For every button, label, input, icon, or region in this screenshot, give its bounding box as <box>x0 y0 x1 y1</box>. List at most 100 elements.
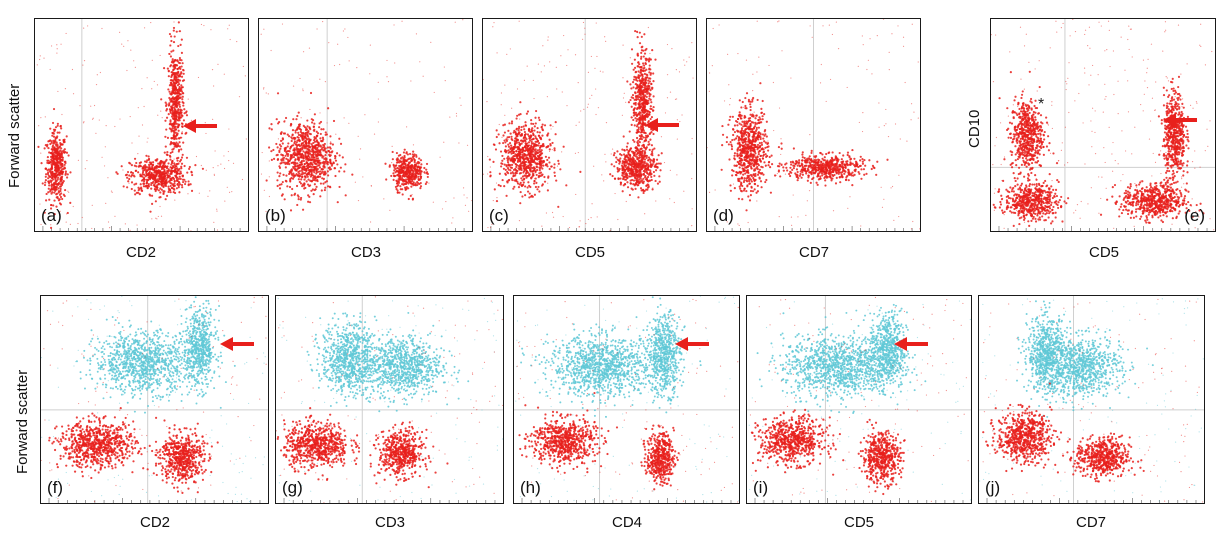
scatter-point <box>629 182 632 185</box>
scatter-point <box>278 183 281 186</box>
scatter-point <box>171 148 174 151</box>
scatter-point <box>638 121 641 124</box>
scatter-point <box>530 142 534 145</box>
scatter-point <box>171 113 173 115</box>
scatter-point <box>639 173 643 176</box>
scatter-point <box>311 143 313 145</box>
scatter-point <box>145 182 148 185</box>
scatter-point <box>162 184 165 188</box>
scatter-point <box>514 137 517 140</box>
scatter-point <box>64 188 67 192</box>
scatter-point <box>669 198 671 200</box>
scatter-point <box>96 74 98 76</box>
scatter-point <box>505 139 509 142</box>
scatter-point <box>550 165 553 168</box>
scatter-point <box>525 176 528 179</box>
scatter-point <box>56 195 59 199</box>
scatter-point <box>176 104 179 107</box>
scatter-point <box>130 187 133 191</box>
scatter-point <box>546 189 549 192</box>
scatter-point <box>609 229 611 231</box>
scatter-point <box>643 151 646 155</box>
scatter-point <box>47 162 50 165</box>
scatter-point <box>641 75 644 78</box>
scatter-point <box>498 172 501 175</box>
scatter-point <box>83 27 85 29</box>
scatter-point <box>642 156 645 159</box>
scatter-point <box>280 131 283 134</box>
scatter-point <box>171 127 174 130</box>
scatter-point <box>47 177 50 180</box>
scatter-point <box>166 136 170 139</box>
scatter-point <box>492 199 494 202</box>
scatter-point <box>135 165 138 168</box>
scatter-point <box>622 160 625 163</box>
scatter-point <box>133 189 136 192</box>
scatter-point <box>637 149 641 152</box>
scatter-point <box>635 166 638 169</box>
scatter-point <box>159 187 162 190</box>
scatter-point <box>630 167 633 170</box>
scatter-point <box>636 156 639 159</box>
scatter-point <box>531 173 533 175</box>
scatter-point <box>590 217 592 219</box>
scatter-point <box>296 174 300 177</box>
scatter-point <box>283 198 286 201</box>
scatter-point <box>313 128 316 131</box>
scatter-point <box>303 162 306 166</box>
scatter-point <box>126 186 129 189</box>
scatter-point <box>180 183 184 187</box>
scatter-point <box>496 197 498 199</box>
scatter-point <box>613 165 616 168</box>
scatter-point <box>532 133 535 136</box>
scatter-point <box>514 146 517 149</box>
scatter-point <box>623 92 625 94</box>
scatter-point <box>587 71 590 73</box>
scatter-point <box>629 179 632 182</box>
scatter-point <box>301 185 304 188</box>
scatter-point <box>411 183 414 186</box>
scatter-point <box>44 116 46 118</box>
scatter-point <box>282 161 285 164</box>
scatter-point <box>649 73 652 76</box>
scatter-point <box>587 218 590 221</box>
scatter-point <box>130 181 134 184</box>
scatter-point <box>285 152 288 156</box>
scatter-point <box>529 159 532 163</box>
scatter-point <box>189 183 192 186</box>
scatter-point <box>268 176 270 178</box>
scatter-point <box>603 180 605 182</box>
scatter-point <box>395 179 398 182</box>
scatter-point <box>304 176 307 179</box>
scatter-point <box>55 188 58 191</box>
scatter-point <box>650 101 653 104</box>
scatter-point <box>146 186 149 189</box>
scatter-point <box>165 116 169 119</box>
scatter-point <box>535 144 538 147</box>
scatter-point <box>147 137 149 139</box>
scatter-point <box>547 175 550 178</box>
scatter-point <box>425 162 429 166</box>
scatter-point <box>223 73 225 75</box>
scatter-point <box>48 198 51 201</box>
scatter-point <box>651 49 654 52</box>
scatter-point <box>508 142 512 145</box>
scatter-point <box>53 153 56 157</box>
scatter-point <box>536 149 539 152</box>
scatter-point <box>46 156 49 159</box>
scatter-point <box>292 85 295 87</box>
scatter-point <box>178 191 181 194</box>
scatter-point <box>173 162 176 165</box>
scatter-point <box>551 211 554 214</box>
scatter-point <box>171 85 174 88</box>
scatter-point <box>506 167 510 170</box>
scatter-point <box>265 92 267 94</box>
scatter-point <box>528 196 531 199</box>
scatter-point <box>324 81 326 83</box>
scatter-point <box>178 97 182 100</box>
scatter-point <box>173 75 176 78</box>
scatter-point <box>636 82 638 85</box>
scatter-point <box>120 165 123 168</box>
scatter-point <box>175 88 179 91</box>
scatter-point <box>172 129 175 132</box>
